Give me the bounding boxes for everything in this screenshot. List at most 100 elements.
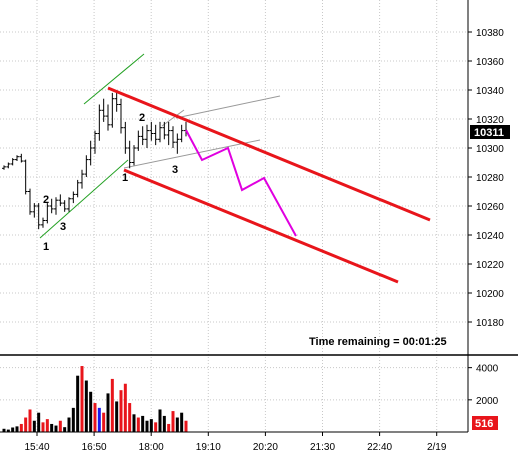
time-tick-label: 15:40 xyxy=(24,442,49,453)
price-tick-label: 10320 xyxy=(476,115,504,126)
volume-bar xyxy=(2,428,6,432)
volume-bar xyxy=(89,391,93,432)
price-candles xyxy=(2,90,188,230)
time-remaining-text: Time remaining = 00:01:25 xyxy=(309,336,447,348)
candle xyxy=(179,124,184,143)
candle xyxy=(119,98,123,134)
current-price-tag: 10311 xyxy=(470,125,510,139)
volume-bar xyxy=(175,417,179,432)
candle xyxy=(158,121,162,143)
price-tick-label: 10380 xyxy=(476,28,504,39)
current-price-label: 10311 xyxy=(474,127,504,139)
candle xyxy=(80,169,84,189)
candle xyxy=(136,130,141,151)
volume-bar xyxy=(167,423,171,432)
volume-tick-label: 4000 xyxy=(476,364,499,375)
time-tick-label: 22:40 xyxy=(367,442,392,453)
volume-bar xyxy=(67,417,71,432)
volume-bar xyxy=(37,412,41,432)
volume-bar xyxy=(80,366,84,432)
candle xyxy=(123,121,128,154)
volume-bar xyxy=(184,420,188,432)
candle xyxy=(88,140,93,166)
price-tick-label: 10260 xyxy=(476,202,504,213)
volume-bar xyxy=(50,423,54,432)
volume-bar xyxy=(145,420,149,432)
volume-bar xyxy=(41,422,45,432)
volume-bars xyxy=(2,366,188,432)
candle xyxy=(49,198,54,214)
volume-bar xyxy=(11,427,15,432)
volume-tick-label: 2000 xyxy=(476,396,499,407)
volume-bar xyxy=(123,383,127,432)
volume-bar xyxy=(162,415,166,432)
candle xyxy=(162,121,167,140)
channel-upper-red xyxy=(107,86,431,222)
time-tick-label: 16:50 xyxy=(82,442,107,453)
volume-bar xyxy=(19,423,23,432)
candle xyxy=(84,155,89,177)
wave-label-1-second: 1 xyxy=(122,172,128,184)
candle xyxy=(71,191,76,204)
gray-line-diagonal xyxy=(161,109,185,127)
price-axis: 10380 10360 10340 10320 10300 10280 10260 10240… xyxy=(468,28,504,329)
volume-bar xyxy=(58,420,62,432)
candle xyxy=(101,98,106,122)
volume-bar xyxy=(63,427,67,432)
candle xyxy=(23,159,28,195)
trendline-lower-green xyxy=(39,159,129,239)
candle xyxy=(10,158,15,166)
candle xyxy=(166,121,171,146)
candle xyxy=(140,126,145,146)
current-volume-label: 516 xyxy=(475,418,493,430)
volume-bar xyxy=(54,425,58,432)
candle xyxy=(32,203,37,218)
candle xyxy=(54,197,58,215)
candle xyxy=(19,153,24,163)
time-tick-label: 20:20 xyxy=(253,442,278,453)
candle xyxy=(45,203,50,224)
volume-bar xyxy=(71,407,75,432)
channel-lower-red xyxy=(123,168,399,284)
candle xyxy=(175,133,180,154)
volume-axis: 4000 2000 xyxy=(468,364,499,407)
candle xyxy=(15,155,19,162)
price-tick-label: 10360 xyxy=(476,57,504,68)
volume-bar xyxy=(136,417,140,432)
volume-bar xyxy=(97,407,101,432)
time-tick-label: 18:00 xyxy=(139,442,164,453)
candle xyxy=(153,124,158,146)
candle xyxy=(106,104,110,131)
volume-bar xyxy=(115,401,119,432)
candle xyxy=(36,203,41,230)
candle xyxy=(75,179,80,198)
price-tick-label: 10220 xyxy=(476,260,504,271)
candle xyxy=(93,130,97,154)
volume-bar xyxy=(106,393,110,432)
volume-bar xyxy=(158,409,162,432)
price-tick-label: 10340 xyxy=(476,86,504,97)
candle xyxy=(114,90,119,112)
candle xyxy=(2,165,6,170)
gray-line-lower xyxy=(123,139,261,169)
volume-bar xyxy=(119,390,123,432)
candle xyxy=(171,126,175,148)
volume-bar xyxy=(28,409,32,432)
volume-bar xyxy=(171,411,175,432)
volume-bar xyxy=(24,417,28,432)
volume-bar xyxy=(180,412,184,432)
trendline-upper-green xyxy=(83,53,145,105)
time-tick-label: 2/19 xyxy=(427,442,447,453)
wave-label-3-first: 3 xyxy=(60,221,66,233)
price-tick-label: 10180 xyxy=(476,318,504,329)
volume-bar xyxy=(102,412,106,432)
wave-label-3-second: 3 xyxy=(172,164,178,176)
wave-label-2-second: 2 xyxy=(139,112,145,124)
candle xyxy=(149,121,154,141)
candle xyxy=(110,92,115,128)
volume-bar xyxy=(84,380,88,432)
volume-bar xyxy=(6,429,10,432)
candle xyxy=(127,140,132,169)
volume-bar xyxy=(15,426,19,432)
